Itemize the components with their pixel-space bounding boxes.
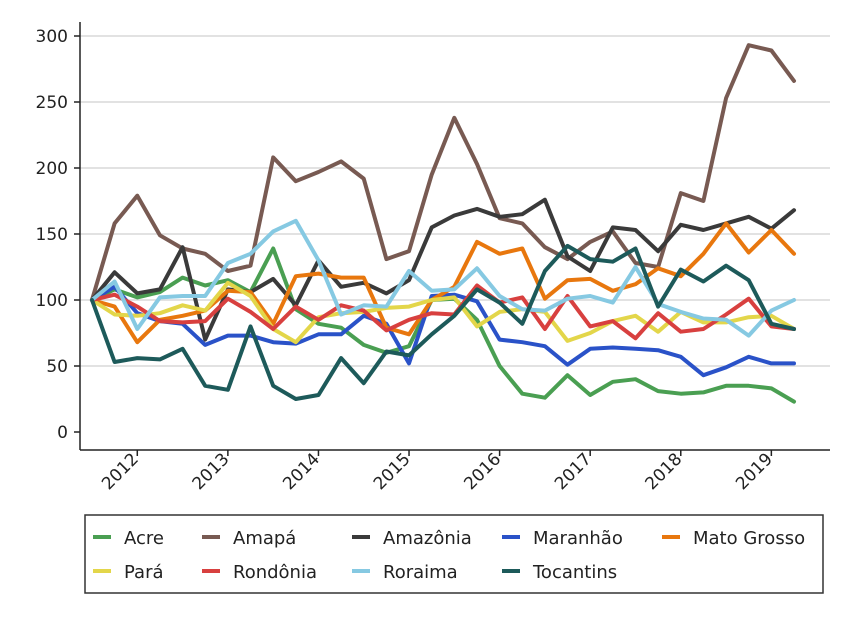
x-tick-label: 2014 xyxy=(279,449,324,494)
x-tick-label: 2016 xyxy=(460,449,505,494)
y-tick-label: 200 xyxy=(36,159,68,179)
legend-label-roraima: Roraima xyxy=(383,562,458,583)
series-lines xyxy=(90,43,796,404)
x-tick-label: 2018 xyxy=(642,449,687,494)
legend-label-amazonia: Amazônia xyxy=(383,528,472,549)
legend: Acre Amapá Amazônia Maranhão Mato Grosso Pará… xyxy=(84,514,824,594)
y-tick-label: 50 xyxy=(46,357,68,377)
legend-label-acre: Acre xyxy=(124,528,164,549)
y-axis-ticks: 0 50 100 150 200 250 300 xyxy=(36,27,80,443)
series-line-roraima xyxy=(90,218,796,338)
x-tick-label: 2019 xyxy=(732,449,777,494)
y-tick-label: 250 xyxy=(36,93,68,113)
series-line-amazonia xyxy=(90,197,796,342)
x-tick-label: 2013 xyxy=(189,449,234,494)
series-line-para xyxy=(90,280,796,345)
x-tick-label: 2017 xyxy=(551,449,596,494)
y-tick-label: 300 xyxy=(36,27,68,47)
axes xyxy=(79,22,830,451)
y-tick-label: 150 xyxy=(36,225,68,245)
legend-label-mato-grosso: Mato Grosso xyxy=(693,528,805,549)
series-line-rondonia xyxy=(90,283,796,341)
series-line-tocantins xyxy=(90,243,796,401)
legend-label-amapa: Amapá xyxy=(233,528,296,549)
y-tick-label: 100 xyxy=(36,291,68,311)
legend-label-rondonia: Rondônia xyxy=(233,562,317,583)
x-axis-ticks: 2012 2013 2014 2015 2016 2017 2018 2019 xyxy=(98,449,777,494)
legend-label-maranhao: Maranhão xyxy=(533,528,623,549)
legend-label-para: Pará xyxy=(124,562,164,583)
grid-lines xyxy=(80,35,830,367)
legend-label-tocantins: Tocantins xyxy=(532,562,617,583)
legend-box xyxy=(84,514,824,594)
y-tick-label: 0 xyxy=(57,423,68,443)
x-tick-label: 2012 xyxy=(98,449,143,494)
x-tick-label: 2015 xyxy=(370,449,415,494)
series-line-amapa xyxy=(90,43,796,302)
